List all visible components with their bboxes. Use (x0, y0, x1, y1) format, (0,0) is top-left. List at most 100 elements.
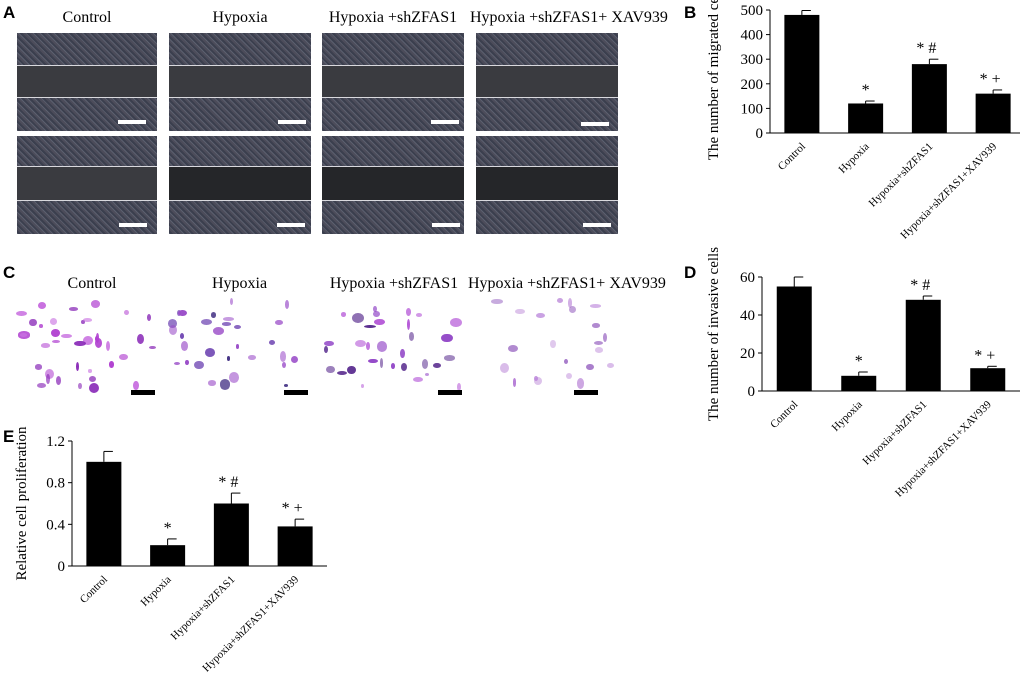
stained-cell (283, 383, 289, 387)
stained-cell (491, 299, 504, 304)
stained-cell (567, 298, 572, 308)
stained-cell (421, 358, 429, 369)
significance-marker: * # (910, 277, 930, 294)
transwell-image-shzfas1 (320, 298, 468, 410)
x-category-label: Hypoxia (830, 399, 865, 434)
x-category-label: Hypoxia (836, 141, 871, 176)
panel-c-label-hypoxia: Hypoxia (211, 275, 268, 292)
stained-cell (184, 360, 189, 365)
transwell-image-control (13, 298, 161, 410)
y-tick-label: 0 (748, 384, 756, 400)
stained-cell (89, 383, 100, 394)
stained-cell (589, 303, 602, 308)
wound-image-control-24h (17, 136, 157, 234)
panel-letter-a: A (3, 3, 16, 22)
y-tick-label: 60 (740, 270, 755, 286)
stained-cell (233, 324, 241, 329)
stained-cell (412, 377, 424, 383)
panel-letter-e: E (3, 427, 15, 446)
stained-cell (50, 328, 60, 338)
scale-bar (119, 223, 147, 227)
stained-cell (235, 343, 240, 349)
y-tick-label: 100 (741, 101, 764, 117)
significance-marker: * (164, 520, 172, 537)
significance-marker: * (855, 353, 863, 370)
stained-cell (534, 375, 539, 381)
transwell-image-xav939 (474, 298, 622, 410)
bar-1 (784, 14, 820, 134)
stained-cell (347, 365, 356, 375)
stained-cell (16, 311, 28, 317)
chart-panel-e: 0 0.4 0.8 1.2 Relative cell proliferation Con… (14, 426, 327, 674)
stained-cell (90, 300, 101, 309)
x-category-label: Control (768, 399, 800, 431)
stained-cell (400, 348, 405, 359)
bar-2 (150, 545, 186, 566)
scale-bar (583, 223, 611, 227)
stained-cell (230, 298, 234, 306)
wound-image-hypoxia-24h (169, 136, 311, 234)
x-category-label: Hypoxia+shZFAS1 (169, 574, 238, 643)
stained-cell (174, 361, 181, 365)
chart-panel-b: 0 100 200 300 400 500 The number of migrated c… (706, 0, 1020, 241)
panel-c-label-control: Control (67, 275, 117, 292)
stained-cell (49, 318, 57, 325)
y-tick-label: 400 (741, 28, 764, 44)
stained-cell (109, 361, 114, 368)
stained-cell (405, 308, 411, 316)
y-tick-label: 0.4 (46, 517, 65, 533)
stained-cell (515, 308, 525, 315)
bar-4 (970, 368, 1006, 391)
stained-cell (46, 374, 51, 385)
x-category-label: Hypoxia+shZFAS1 (860, 399, 929, 468)
panel-letter-b: B (684, 3, 697, 22)
stained-cell (146, 314, 151, 321)
scale-bar (278, 120, 306, 124)
x-category-label: Control (78, 574, 110, 606)
stained-cell (19, 333, 27, 338)
y-axis-label: The number of invasive cells (706, 247, 722, 421)
x-category-label: Hypoxia+shZFAS1 (867, 141, 936, 210)
y-axis-label: The number of migrated cells (706, 0, 722, 160)
stained-cell (443, 355, 456, 361)
stained-cell (373, 305, 378, 313)
stained-cell (364, 325, 376, 329)
stained-cell (550, 339, 556, 348)
stained-cell (76, 361, 80, 371)
significance-marker: * + (282, 500, 303, 517)
stained-cell (88, 369, 92, 373)
wound-image-shzfas1-0h (322, 33, 464, 131)
stained-cell (372, 310, 381, 318)
significance-marker: * # (916, 40, 936, 57)
stained-cell (80, 319, 85, 324)
panel-letter-c: C (3, 263, 16, 282)
stained-cell (55, 376, 61, 385)
stained-cell (324, 346, 328, 354)
panel-c-label-xav939: Hypoxia +shZFAS1+ XAV939 (468, 275, 666, 292)
y-tick-label: 0 (756, 126, 764, 142)
stained-cell (324, 340, 334, 347)
y-tick-label: 20 (740, 346, 755, 362)
stained-cell (408, 332, 414, 341)
stained-cell (280, 350, 287, 362)
scale-bar (581, 122, 609, 126)
stained-cell (450, 317, 462, 328)
panel-a-label-shzfas1: Hypoxia +shZFAS1 (328, 9, 458, 26)
stained-cell (603, 332, 608, 342)
stained-cell (607, 363, 615, 369)
stained-cell (41, 343, 51, 348)
stained-cell (354, 339, 366, 347)
stained-cell (374, 319, 385, 326)
wound-image-control-0h (17, 33, 157, 131)
scale-bar (118, 120, 146, 124)
stained-cell (45, 369, 55, 380)
stained-cell (365, 341, 370, 350)
stained-cell (95, 338, 103, 349)
y-tick-label: 40 (740, 308, 755, 324)
stained-cell (200, 318, 212, 325)
stained-cell (275, 319, 283, 325)
transwell-image-hypoxia (166, 298, 314, 410)
scale-bar (438, 390, 462, 395)
stained-cell (536, 312, 545, 318)
panel-c-label-shzfas1: Hypoxia +shZFAS1 (329, 275, 459, 292)
